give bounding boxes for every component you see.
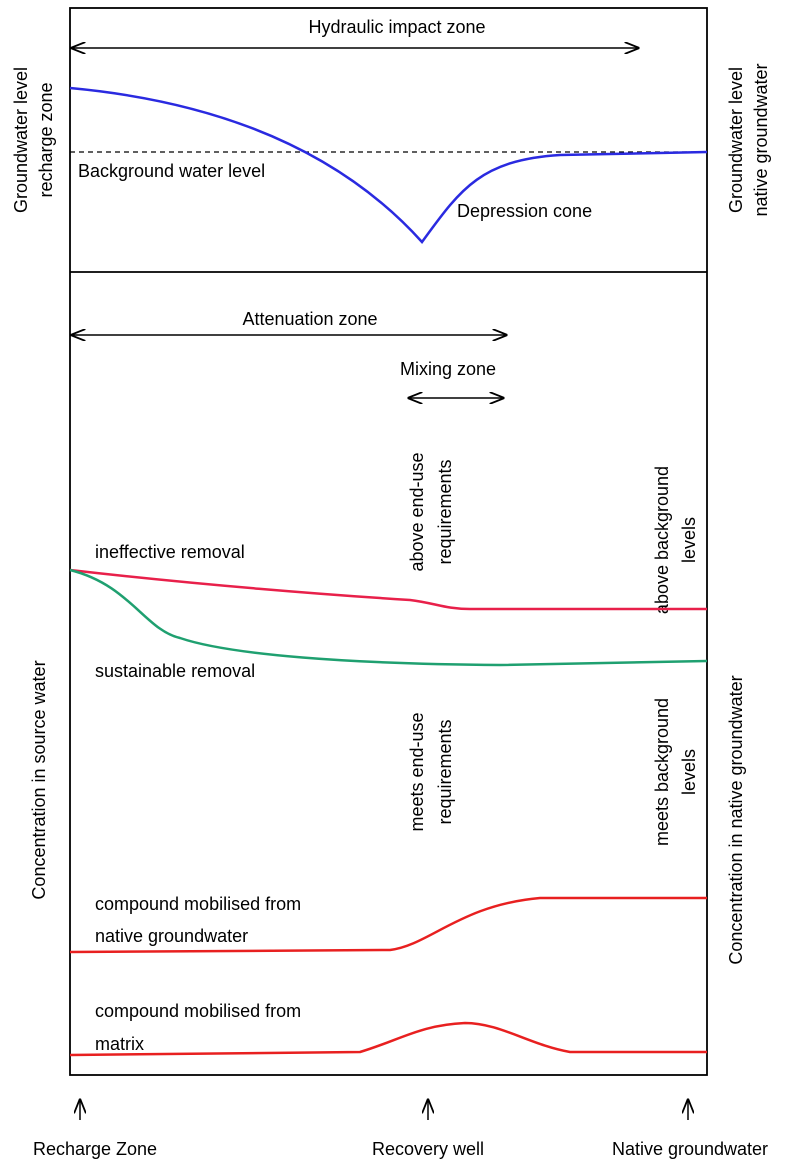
curve-label: compound mobilised from <box>95 894 301 914</box>
background-label: Background water level <box>78 161 265 181</box>
left-axis-label: Groundwater level <box>11 67 31 213</box>
frame <box>69 7 708 1076</box>
mixing-label: Mixing zone <box>400 359 496 379</box>
attenuation-label: Attenuation zone <box>242 309 377 329</box>
zone-label: levels <box>679 517 699 563</box>
zone-label: meets end-use <box>407 712 427 831</box>
location-label: Native groundwater <box>612 1139 768 1159</box>
sustainable-curve <box>69 568 708 667</box>
location-label: Recovery well <box>372 1139 484 1159</box>
curve-label: native groundwater <box>95 926 248 946</box>
right-axis-label: Groundwater level <box>726 67 746 213</box>
left-axis-label: recharge zone <box>36 82 56 197</box>
zone-label: above background <box>652 466 672 614</box>
hydraulic-zone-label: Hydraulic impact zone <box>308 17 485 37</box>
zone-label: above end-use <box>407 452 427 571</box>
curve-label: compound mobilised from <box>95 1001 301 1021</box>
location-label: Recharge Zone <box>33 1139 157 1159</box>
water-level-curve <box>69 86 708 244</box>
curve-label: sustainable removal <box>95 661 255 681</box>
native-curve <box>69 896 707 954</box>
depression-label: Depression cone <box>457 201 592 221</box>
right-axis-label: Concentration in native groundwater <box>726 675 746 964</box>
curve-label: matrix <box>95 1034 144 1054</box>
curve-label: ineffective removal <box>95 542 245 562</box>
zone-label: levels <box>679 749 699 795</box>
right-axis-label: native groundwater <box>751 63 771 216</box>
zone-label: meets background <box>652 698 672 846</box>
ineffective-curve <box>69 568 707 611</box>
matrix-curve <box>69 1021 707 1057</box>
zone-label: requirements <box>435 459 455 564</box>
zone-label: requirements <box>435 719 455 824</box>
left-axis-label: Concentration in source water <box>29 660 49 899</box>
